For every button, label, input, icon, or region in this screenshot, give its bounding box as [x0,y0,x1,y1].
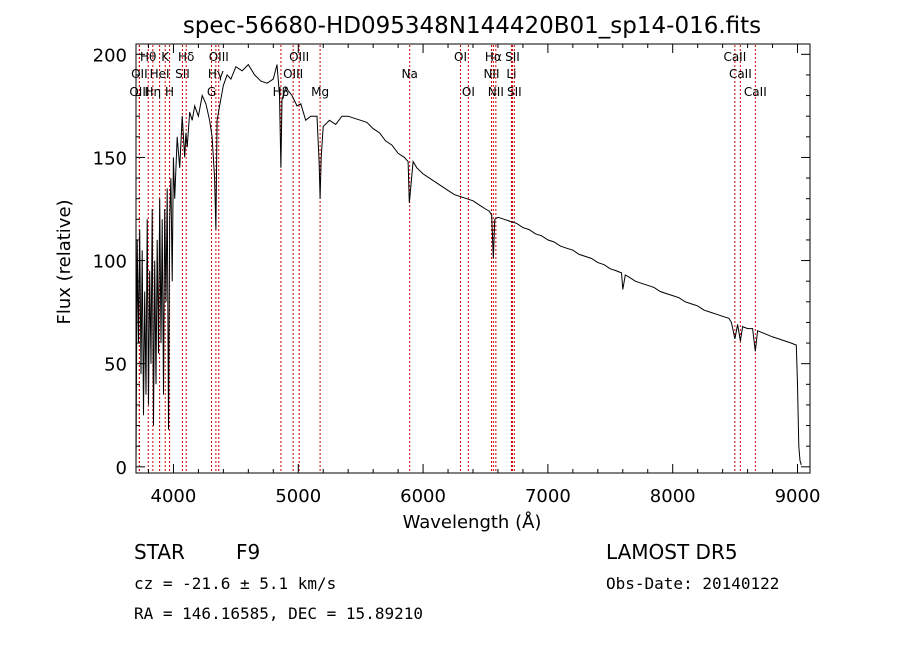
chart-title: spec-56680-HD095348N144420B01_sp14-016.f… [183,13,761,39]
x-tick-label-1: 5000 [275,486,321,507]
y-tick-label-3: 150 [93,148,127,169]
line-label-0: Hθ [140,50,156,64]
y-axis-ticks: 0 50 100 150 200 [93,45,810,479]
y-axis-label: Flux (relative) [54,199,75,324]
line-label-6: H [165,85,174,99]
x-axis-label: Wavelength (Å) [403,511,542,533]
x-tick-label-5: 9000 [775,486,821,507]
coordinates-readout: RA = 146.16585, DEC = 15.89210 [134,604,423,623]
line-label-24: SII [507,85,522,99]
y-tick-label-0: 0 [116,458,127,479]
y-tick-label-1: 50 [104,355,127,376]
y-tick-label-2: 100 [93,252,127,273]
line-label-7: Hδ [178,50,194,64]
line-label-2: OIII [129,85,149,99]
y-tick-label-4: 200 [93,45,127,66]
redshift-readout: cz = -21.6 ± 5.1 km/s [134,574,337,593]
x-axis-ticks: 4000 5000 6000 7000 8000 9000 [147,44,821,507]
line-label-22: SII [505,50,520,64]
line-label-1: OII [131,67,148,81]
x-tick-label-4: 8000 [650,486,696,507]
line-label-15: Mg [311,85,329,99]
line-label-11: G [207,85,216,99]
line-label-26: CaII [729,67,752,81]
line-label-8: SII [175,67,190,81]
line-label-16: Na [402,67,418,81]
x-tick-label-2: 6000 [400,486,446,507]
x-tick-label-3: 7000 [525,486,571,507]
line-label-12: OIII [289,50,309,64]
line-label-18: OI [462,85,475,99]
line-label-4: K [161,50,170,64]
line-label-5: HeI [150,67,170,81]
line-label-23: Li [506,67,516,81]
line-label-19: Hα [485,50,502,64]
line-label-3: Hη [145,85,162,99]
line-label-21: NII [488,85,504,99]
line-label-10: Hγ [208,67,224,81]
x-tick-label-0: 4000 [151,486,197,507]
survey-name: LAMOST DR5 [606,540,738,564]
spectrum-line [135,63,802,467]
emission-line-markers [138,45,756,472]
line-label-27: CaII [744,85,767,99]
line-label-13: OIII [283,67,303,81]
line-label-14: Hβ [273,85,290,99]
observation-date: Obs-Date: 20140122 [606,574,780,593]
line-label-25: CaII [723,50,746,64]
object-class: STAR [134,540,185,564]
line-label-20: NII [483,67,499,81]
line-label-17: OI [454,50,467,64]
spectral-subclass: F9 [236,540,261,564]
line-label-9: OIII [209,50,229,64]
plot-frame [135,43,811,474]
